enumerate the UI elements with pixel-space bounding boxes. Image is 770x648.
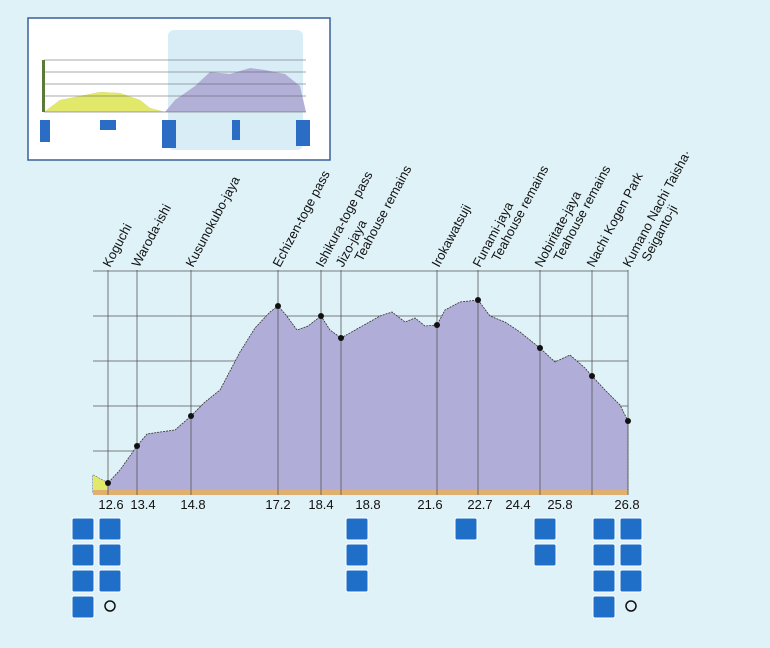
distance-label: 13.4 [130, 497, 155, 512]
facility-icon [71, 543, 95, 567]
distance-label: 18.4 [308, 497, 333, 512]
facility-icon [592, 595, 616, 619]
overview-icons [232, 120, 240, 140]
waypoint-dot [475, 297, 481, 303]
distance-label: 26.8 [614, 497, 639, 512]
facility-icon [592, 517, 616, 541]
facility-icon [625, 600, 637, 612]
facility-icon [71, 517, 95, 541]
distance-label: 12.6 [98, 497, 123, 512]
facility-icon [71, 569, 95, 593]
elevation-profile-yellow [93, 475, 108, 493]
facility-icon [533, 543, 557, 567]
waypoint-dot [338, 335, 344, 341]
waypoint-dot [537, 345, 543, 351]
waypoint-dot [188, 413, 194, 419]
waypoint-dot [625, 418, 631, 424]
overview-map [27, 17, 331, 161]
distance-label: 17.2 [265, 497, 290, 512]
overview-icons [296, 120, 310, 146]
facility-icon [104, 600, 116, 612]
overview-grid [44, 59, 306, 113]
facility-icon [345, 569, 369, 593]
facility-icon [71, 595, 95, 619]
facility-icon [345, 543, 369, 567]
distance-label: 18.8 [355, 497, 380, 512]
distance-label: 21.6 [417, 497, 442, 512]
facility-icon [98, 543, 122, 567]
overview-icons [100, 120, 116, 130]
waypoint-dot [105, 480, 111, 486]
facility-icon [619, 569, 643, 593]
distance-label: 24.4 [505, 497, 530, 512]
overview-scale [42, 60, 45, 112]
distance-label: 22.7 [467, 497, 492, 512]
baseline [93, 490, 628, 495]
facility-icon [592, 569, 616, 593]
facility-icon [98, 517, 122, 541]
waypoint-dot [275, 303, 281, 309]
facility-icon [619, 543, 643, 567]
waypoint-dot [134, 443, 140, 449]
waypoint-dot [434, 322, 440, 328]
facility-icon [533, 517, 557, 541]
facility-icon [619, 517, 643, 541]
facility-icon [98, 569, 122, 593]
facility-icon [454, 517, 478, 541]
distance-label: 14.8 [180, 497, 205, 512]
overview-profile-yellow [44, 92, 165, 112]
waypoint-dot [589, 373, 595, 379]
distance-label: 25.8 [547, 497, 572, 512]
overview-icons [40, 120, 50, 142]
facility-icon [592, 543, 616, 567]
facility-icon [345, 517, 369, 541]
overview-icons [162, 120, 176, 148]
waypoint-dot [318, 313, 324, 319]
